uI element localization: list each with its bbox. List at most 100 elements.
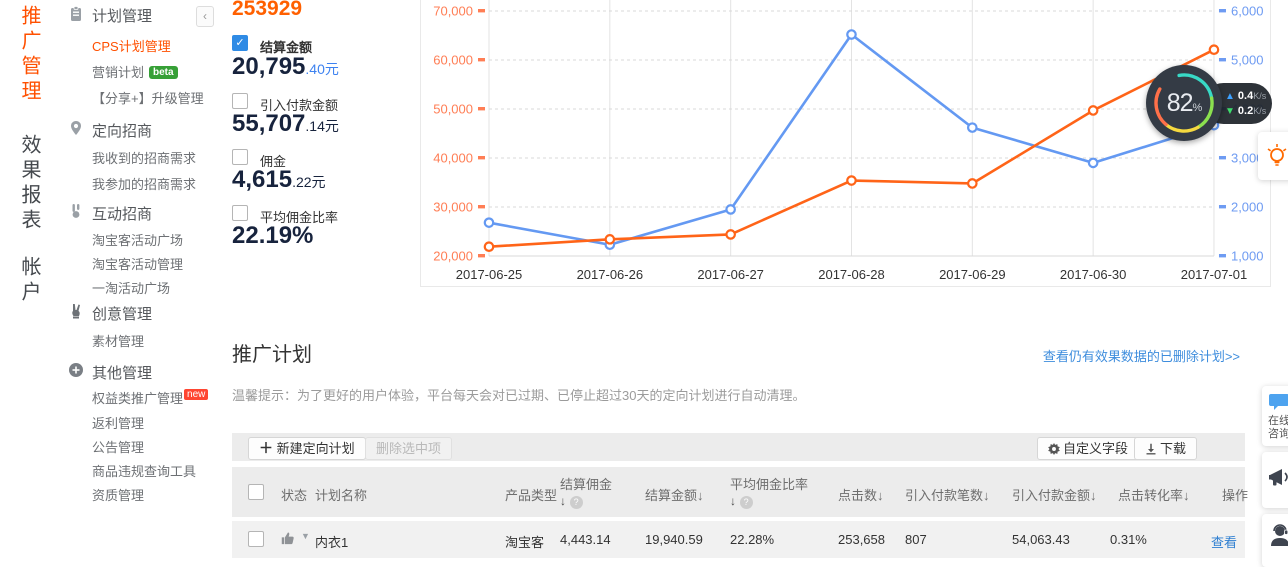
sidebar-section-creative-mgmt[interactable]: 创意管理 (92, 306, 153, 323)
sidebar-item-cps-plan[interactable]: CPS计划管理 (92, 39, 171, 54)
svg-text:2017-07-01: 2017-07-01 (1181, 267, 1248, 282)
online-chat-widget[interactable]: 在线 咨询 (1262, 386, 1288, 446)
sidebar-item-share-upgrade[interactable]: 【分享+】升级管理 (92, 91, 204, 106)
svg-text:2017-06-26: 2017-06-26 (577, 267, 644, 282)
sidebar-item-marketing-plan[interactable]: 营销计划 beta (92, 62, 178, 81)
chat-label-line1: 在线 (1268, 415, 1288, 427)
svg-text:3,000: 3,000 (1231, 151, 1264, 166)
col-avg-rate[interactable]: 平均佣金比率 ↓ ? (730, 477, 809, 509)
plus-circle-icon (69, 363, 83, 377)
svg-text:30,000: 30,000 (433, 200, 473, 215)
cell-avg-rate: 22.28% (730, 532, 775, 547)
customer-service-widget[interactable] (1262, 514, 1288, 567)
svg-text:20,000: 20,000 (433, 249, 473, 264)
cell-plan-name[interactable]: 内衣1 (315, 535, 349, 550)
custom-fields-button[interactable]: 自定义字段 (1036, 437, 1139, 460)
metric-clicks-total: 253929 (232, 0, 303, 20)
cell-product-type: 淘宝客 (505, 535, 545, 550)
table-row: ▼ 内衣1 淘宝客 4,443.14 19,940.59 22.28% 253,… (232, 521, 1245, 558)
vertical-tab-reports[interactable]: 效果报表 (18, 134, 40, 234)
col-clicks[interactable]: 点击数↓ (838, 488, 884, 503)
svg-text:60,000: 60,000 (433, 53, 473, 68)
cell-pay-orders: 807 (905, 532, 927, 547)
sidebar-item-etao-activity-plaza[interactable]: 一淘活动广场 (92, 281, 171, 296)
page-title: 推广计划 (232, 344, 312, 366)
new-plan-button[interactable]: ＋ 新建定向计划 (248, 437, 366, 460)
gesture-icon (72, 204, 80, 218)
col-settle-amount[interactable]: 结算金额↓ (645, 488, 704, 503)
lightbulb-icon (1267, 144, 1287, 166)
sidebar-section-other-mgmt[interactable]: 其他管理 (92, 365, 153, 382)
sidebar-section-interactive-invest[interactable]: 互动招商 (92, 206, 153, 223)
download-button[interactable]: 下载 (1133, 437, 1197, 460)
col-action: 操作 (1222, 488, 1249, 503)
memory-usage-ball[interactable]: 82% (1146, 65, 1222, 141)
sidebar-item-joined-demands[interactable]: 我参加的招商需求 (92, 177, 197, 192)
clipboard-icon (71, 6, 81, 21)
view-deleted-plans-link[interactable]: 查看仍有效果数据的已删除计划>> (1042, 349, 1240, 364)
metric-checkbox-commission[interactable] (232, 149, 248, 165)
sidebar-item-taoke-activity-mgmt[interactable]: 淘宝客活动管理 (92, 257, 184, 272)
sidebar-item-material-mgmt[interactable]: 素材管理 (92, 334, 145, 349)
metric-label: 引入付款金额 (260, 98, 339, 113)
metric-value-settle-amount: 20,795.40元 (232, 53, 339, 80)
row-checkbox[interactable] (248, 531, 264, 547)
vertical-tab-promotion[interactable]: 推广管理 (18, 5, 40, 105)
sidebar-collapse-button[interactable]: ‹ (196, 6, 214, 27)
agent-icon (1271, 524, 1288, 546)
status-dropdown-caret[interactable]: ▼ (301, 531, 310, 541)
col-product-type: 产品类型 (505, 488, 558, 503)
svg-text:40,000: 40,000 (433, 151, 473, 166)
metric-checkbox-settle-amount[interactable]: ✓ (232, 35, 248, 51)
col-pay-amount[interactable]: 引入付款金额↓ (1012, 488, 1097, 503)
sidebar-item-qualification-mgmt[interactable]: 资质管理 (92, 488, 145, 503)
plans-tip-text: 温馨提示：为了更好的用户体验，平台每天会对已过期、已停止超过30天的定向计划进行… (232, 388, 806, 403)
metric-value-pay-amount: 55,707.14元 (232, 110, 339, 137)
cell-settle-commission: 4,443.14 (560, 532, 611, 547)
svg-text:2,000: 2,000 (1231, 200, 1264, 215)
chat-bubble-icon (1269, 394, 1288, 410)
svg-text:2017-06-30: 2017-06-30 (1060, 267, 1127, 282)
metric-label: 结算金额 (260, 40, 313, 55)
sidebar-section-targeted-invest[interactable]: 定向招商 (92, 123, 153, 140)
svg-text:2017-06-25: 2017-06-25 (456, 267, 523, 282)
table-toolbar: ＋ 新建定向计划 删除选中项 自定义字段 下载 (232, 433, 1245, 461)
chat-label-line2: 咨询 (1268, 428, 1288, 440)
metric-checkbox-avg-rate[interactable] (232, 205, 248, 221)
view-plan-link[interactable]: 查看 (1211, 535, 1238, 550)
col-settle-commission[interactable]: 结算佣金 ↓ ? (560, 477, 613, 509)
sidebar-item-announcement-mgmt[interactable]: 公告管理 (92, 440, 145, 455)
col-pay-orders[interactable]: 引入付款笔数↓ (905, 488, 990, 503)
trend-chart-card: 70,0006,00060,0005,00050,0004,00040,0003… (420, 0, 1271, 287)
hand-icon (72, 304, 80, 319)
select-all-checkbox[interactable] (248, 484, 264, 500)
sidebar-item-rights-promo[interactable]: 权益类推广管理 new (92, 388, 209, 407)
svg-text:50,000: 50,000 (433, 102, 473, 117)
beta-badge: beta (149, 66, 178, 79)
plus-icon: ＋ (259, 440, 273, 456)
col-ctr[interactable]: 点击转化率↓ (1118, 488, 1190, 503)
svg-text:6,000: 6,000 (1231, 4, 1264, 19)
delete-selected-button[interactable]: 删除选中项 (365, 437, 453, 460)
tips-widget[interactable] (1258, 132, 1288, 180)
upload-arrow-icon: ▲ (1225, 90, 1235, 102)
sidebar-item-received-demands[interactable]: 我收到的招商需求 (92, 151, 197, 166)
cell-clicks: 253,658 (838, 532, 885, 547)
metric-checkbox-pay-amount[interactable] (232, 93, 248, 109)
metric-label: 佣金 (260, 154, 287, 169)
gear-icon (1048, 443, 1060, 455)
sidebar-item-violation-query-tool[interactable]: 商品违规查询工具 (92, 464, 197, 479)
sidebar-item-rebate-mgmt[interactable]: 返利管理 (92, 416, 145, 431)
new-badge: new (184, 389, 209, 400)
col-plan-name: 计划名称 (315, 488, 368, 503)
cell-pay-amount: 54,063.43 (1012, 532, 1070, 547)
pin-icon (71, 121, 81, 135)
status-thumb-icon[interactable] (279, 530, 296, 547)
vertical-tab-account[interactable]: 帐户 (18, 256, 40, 306)
announcement-widget[interactable] (1262, 452, 1288, 508)
trend-chart: 70,0006,00060,0005,00050,0004,00040,0003… (433, 0, 1264, 282)
cell-settle-amount: 19,940.59 (645, 532, 703, 547)
svg-text:70,000: 70,000 (433, 4, 473, 19)
sidebar-section-plan-mgmt[interactable]: 计划管理 (92, 8, 153, 25)
sidebar-item-taoke-activity-plaza[interactable]: 淘宝客活动广场 (92, 233, 184, 248)
